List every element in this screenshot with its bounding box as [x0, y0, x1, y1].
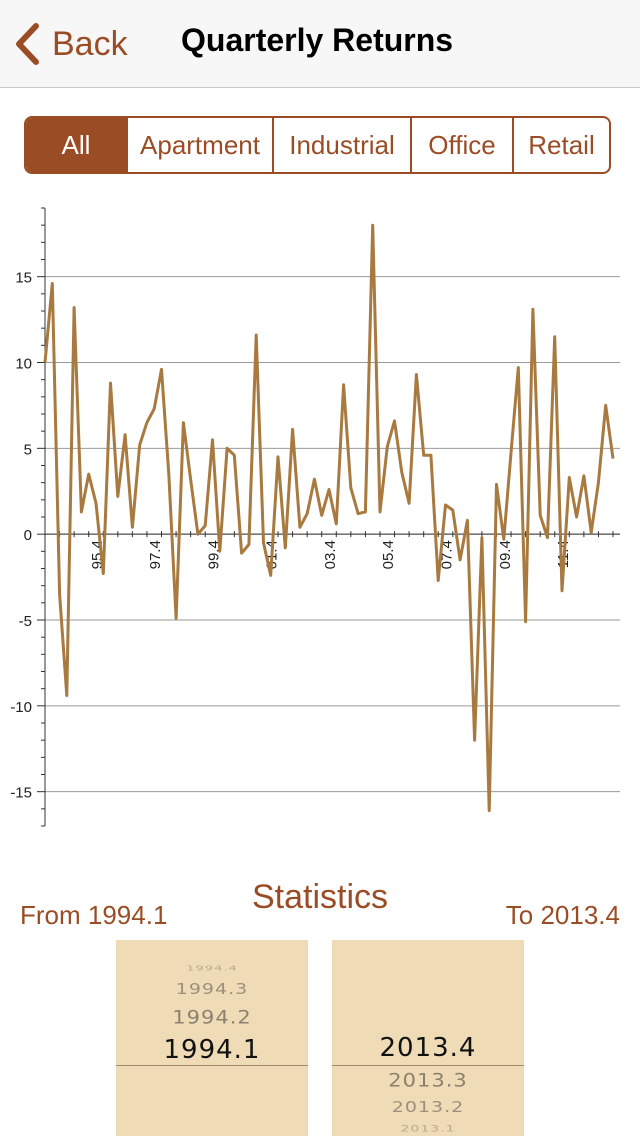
y-tick-label: -15	[10, 785, 32, 802]
picker-item[interactable]: 1994.3	[175, 979, 249, 998]
x-tick-label: 09.4	[497, 540, 514, 569]
x-tick-label: 03.4	[322, 540, 339, 569]
picker-item[interactable]: 1994.2	[172, 1005, 252, 1028]
to-label: To 2013.4	[505, 900, 620, 930]
segment-retail[interactable]: Retail	[512, 118, 609, 172]
y-tick-label: -10	[10, 699, 32, 716]
to-quarter-picker[interactable]: 2013.4 2013.3 2013.2 2013.1	[332, 940, 524, 1136]
back-button[interactable]: Back	[14, 20, 128, 68]
picker-item[interactable]: 2013.4	[379, 1033, 477, 1063]
segment-apartment[interactable]: Apartment	[126, 118, 272, 172]
segment-industrial[interactable]: Industrial	[272, 118, 410, 172]
y-tick-label: -5	[19, 613, 32, 630]
y-tick-label: 5	[24, 441, 32, 458]
picker-item[interactable]: 2013.3	[388, 1068, 468, 1091]
category-segmented-control: All Apartment Industrial Office Retail	[24, 116, 611, 174]
page-title: Quarterly Returns	[181, 22, 454, 58]
picker-selection-line	[332, 1065, 524, 1066]
from-quarter-picker[interactable]: 1994.4 1994.3 1994.2 1994.1	[116, 940, 308, 1136]
picker-item[interactable]: 2013.2	[391, 1097, 465, 1116]
x-tick-label: 05.4	[380, 540, 397, 569]
statistics-title: Statistics	[251, 878, 389, 916]
y-tick-label: 10	[15, 356, 32, 373]
y-tick-label: 15	[15, 270, 32, 287]
navigation-bar: Back Quarterly Returns	[0, 0, 640, 88]
picker-selection-line	[116, 1065, 308, 1066]
segment-office[interactable]: Office	[410, 118, 512, 172]
picker-item[interactable]: 1994.4	[186, 963, 238, 973]
picker-item[interactable]: 1994.1	[163, 1035, 261, 1065]
picker-item[interactable]: 2013.1	[400, 1124, 456, 1134]
chevron-left-icon	[16, 23, 39, 65]
y-tick-label: 0	[24, 527, 32, 544]
from-label: From 1994.1	[20, 900, 168, 930]
back-label: Back	[52, 24, 128, 63]
series-line	[43, 223, 615, 813]
x-tick-label: 97.4	[147, 540, 164, 569]
segment-all[interactable]: All	[26, 118, 126, 172]
